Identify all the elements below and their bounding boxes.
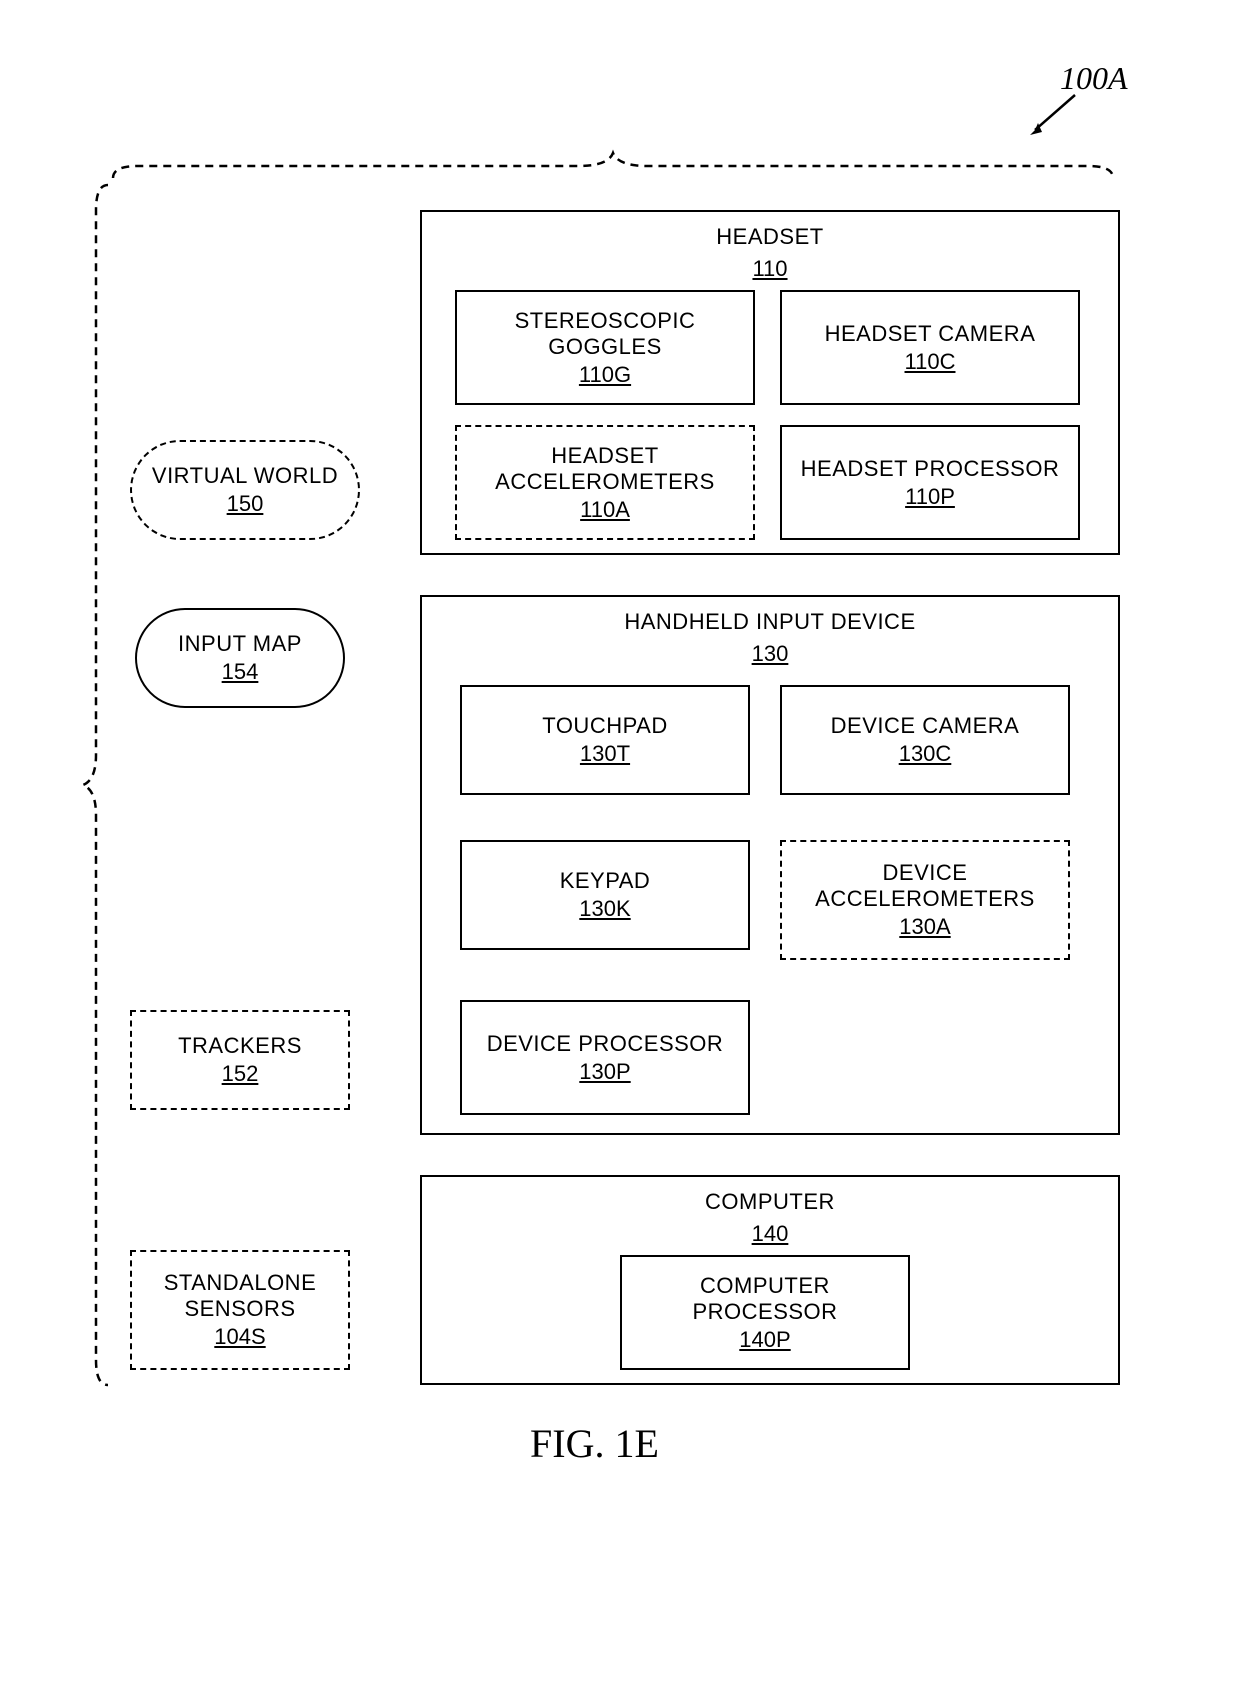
headset-processor-node: HEADSET PROCESSOR 110P: [780, 425, 1080, 540]
device-processor-node: DEVICE PROCESSOR 130P: [460, 1000, 750, 1115]
stereoscopic-goggles-node: STEREOSCOPIC GOGGLES 110G: [455, 290, 755, 405]
headset-accelerometers-label: HEADSET ACCELEROMETERS: [461, 443, 749, 495]
device-accelerometers-label: DEVICE ACCELEROMETERS: [786, 860, 1064, 912]
device-processor-label: DEVICE PROCESSOR: [487, 1031, 724, 1057]
virtual-world-node: VIRTUAL WORLD 150: [130, 440, 360, 540]
trackers-node: TRACKERS 152: [130, 1010, 350, 1110]
headset-accelerometers-ref: 110A: [580, 497, 630, 523]
device-accelerometers-ref: 130A: [899, 914, 950, 940]
standalone-sensors-node: STANDALONE SENSORS 104S: [130, 1250, 350, 1370]
device-camera-node: DEVICE CAMERA 130C: [780, 685, 1070, 795]
computer-processor-label: COMPUTER PROCESSOR: [626, 1273, 904, 1325]
figure-caption: FIG. 1E: [530, 1420, 659, 1467]
headset-label: HEADSET: [716, 222, 823, 252]
input-map-node: INPUT MAP 154: [135, 608, 345, 708]
virtual-world-label: VIRTUAL WORLD: [152, 463, 338, 489]
handheld-ref: 130: [624, 639, 915, 669]
computer-processor-node: COMPUTER PROCESSOR 140P: [620, 1255, 910, 1370]
headset-processor-ref: 110P: [905, 484, 955, 510]
headset-ref: 110: [716, 254, 823, 284]
headset-title-block: HEADSET 110: [716, 222, 823, 283]
input-map-ref: 154: [222, 659, 259, 685]
stereoscopic-goggles-ref: 110G: [579, 362, 631, 388]
headset-processor-label: HEADSET PROCESSOR: [801, 456, 1060, 482]
input-map-label: INPUT MAP: [178, 631, 302, 657]
keypad-label: KEYPAD: [560, 868, 651, 894]
touchpad-ref: 130T: [580, 741, 630, 767]
computer-processor-ref: 140P: [739, 1327, 790, 1353]
device-accelerometers-node: DEVICE ACCELEROMETERS 130A: [780, 840, 1070, 960]
computer-label: COMPUTER: [705, 1187, 835, 1217]
headset-camera-node: HEADSET CAMERA 110C: [780, 290, 1080, 405]
trackers-ref: 152: [222, 1061, 259, 1087]
headset-camera-ref: 110C: [905, 349, 956, 375]
trackers-label: TRACKERS: [178, 1033, 302, 1059]
device-processor-ref: 130P: [579, 1059, 630, 1085]
headset-camera-label: HEADSET CAMERA: [825, 321, 1036, 347]
brace-left-icon: [78, 180, 114, 1390]
device-camera-ref: 130C: [899, 741, 952, 767]
reference-arrow-icon: [1020, 90, 1090, 140]
computer-title-block: COMPUTER 140: [705, 1187, 835, 1248]
handheld-label: HANDHELD INPUT DEVICE: [624, 607, 915, 637]
virtual-world-ref: 150: [227, 491, 264, 517]
standalone-sensors-label: STANDALONE SENSORS: [136, 1270, 344, 1322]
keypad-ref: 130K: [579, 896, 630, 922]
device-camera-label: DEVICE CAMERA: [831, 713, 1020, 739]
standalone-sensors-ref: 104S: [214, 1324, 265, 1350]
diagram-canvas: 100A VIRTUAL WORLD 150 INPUT MAP 154 TRA…: [0, 0, 1240, 1686]
touchpad-label: TOUCHPAD: [542, 713, 667, 739]
touchpad-node: TOUCHPAD 130T: [460, 685, 750, 795]
brace-top-icon: [108, 148, 1118, 184]
handheld-title-block: HANDHELD INPUT DEVICE 130: [624, 607, 915, 668]
stereoscopic-goggles-label: STEREOSCOPIC GOGGLES: [461, 308, 749, 360]
headset-accelerometers-node: HEADSET ACCELEROMETERS 110A: [455, 425, 755, 540]
computer-ref: 140: [705, 1219, 835, 1249]
keypad-node: KEYPAD 130K: [460, 840, 750, 950]
